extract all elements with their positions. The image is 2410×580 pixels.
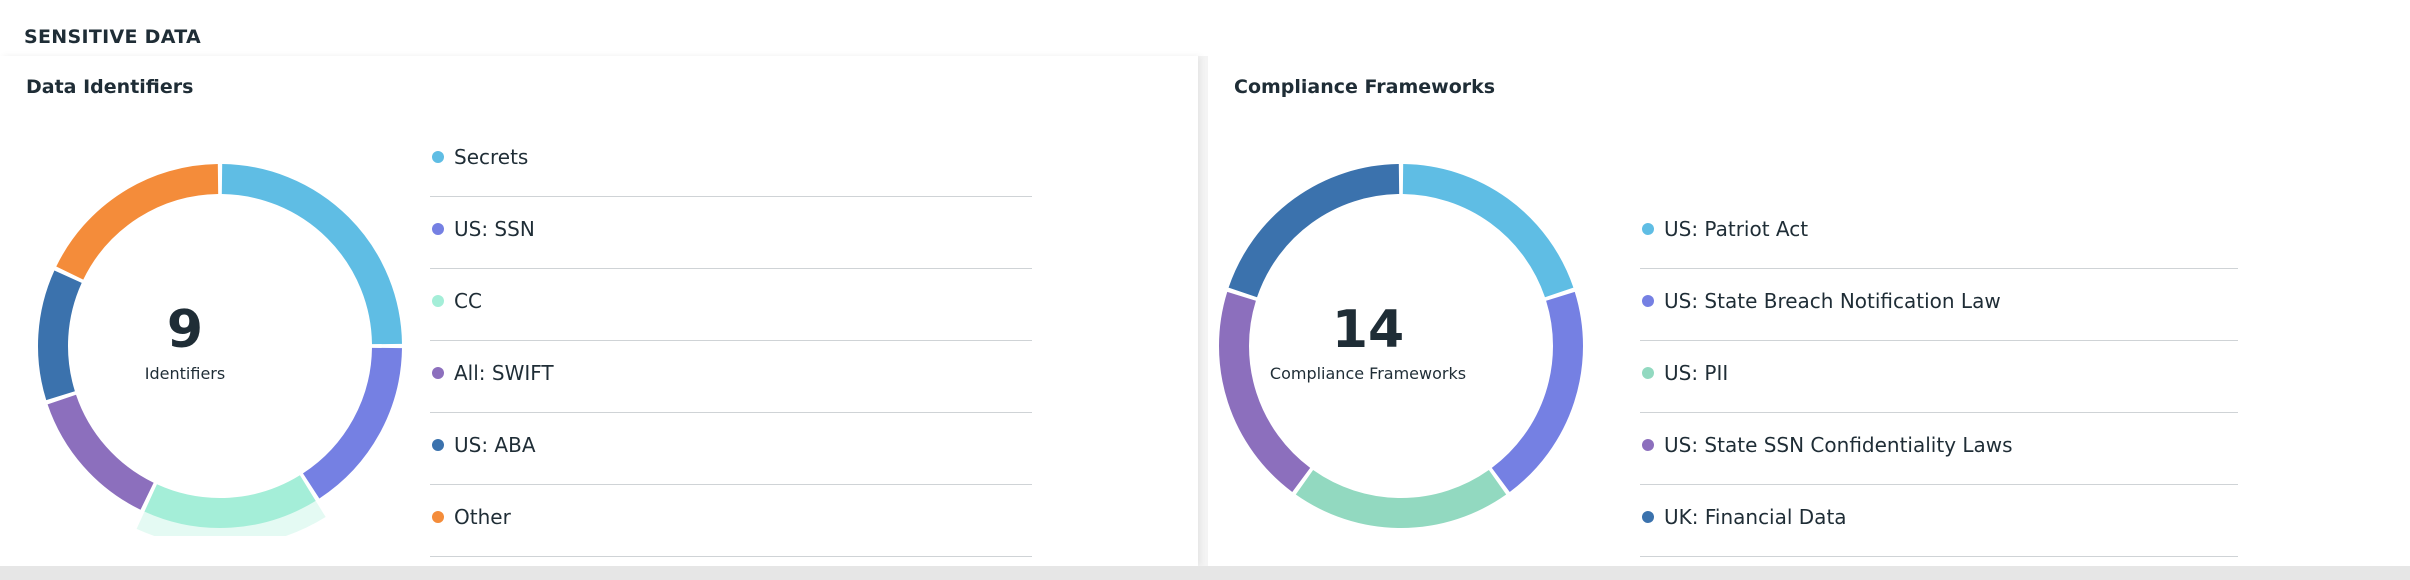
panel-title-compliance-frameworks: Compliance Frameworks <box>1234 76 1496 98</box>
bottom-divider <box>0 566 2410 580</box>
donut-segment-secrets[interactable] <box>221 164 402 345</box>
legend-label: Secrets <box>454 145 529 169</box>
legend-item-us-aba[interactable]: US: ABA <box>430 413 1032 485</box>
legend-item-secrets[interactable]: Secrets <box>430 125 1032 197</box>
legend-dot-icon <box>1642 439 1654 451</box>
legend-item-us-state-breach-notification-law[interactable]: US: State Breach Notification Law <box>1640 269 2238 341</box>
legend-label: US: ABA <box>454 433 536 457</box>
compliance-frameworks-donut-chart <box>1219 164 1583 528</box>
legend-dot-icon <box>432 511 444 523</box>
legend-item-cc[interactable]: CC <box>430 269 1032 341</box>
donut-segment-all-swift[interactable] <box>47 394 154 510</box>
legend-label: US: PII <box>1664 361 1729 385</box>
donut-segment-cc[interactable] <box>144 475 316 528</box>
donut-segment-other[interactable] <box>56 164 219 280</box>
legend-item-all-swift[interactable]: All: SWIFT <box>430 341 1032 413</box>
donut-segment-us-aba[interactable] <box>38 270 82 401</box>
donut-segment-us-state-breach-notification-law[interactable] <box>1491 291 1583 492</box>
section-title: SENSITIVE DATA <box>24 26 202 48</box>
legend-dot-icon <box>432 151 444 163</box>
legend-label: US: Patriot Act <box>1664 217 1809 241</box>
legend-item-us-state-ssn-confidentiality-laws[interactable]: US: State SSN Confidentiality Laws <box>1640 413 2238 485</box>
identifiers-count-label: Identifiers <box>144 364 226 383</box>
donut-segment-us-state-ssn-confidentiality-laws[interactable] <box>1219 291 1311 492</box>
legend-dot-icon <box>1642 367 1654 379</box>
donut-segment-us-pii[interactable] <box>1295 469 1507 528</box>
compliance-frameworks-legend: US: Patriot Act US: State Breach Notifica… <box>1640 197 2238 557</box>
legend-label: US: State Breach Notification Law <box>1664 289 2001 313</box>
legend-dot-icon <box>1642 511 1654 523</box>
panel-title-data-identifiers: Data Identifiers <box>26 76 194 98</box>
legend-label: US: State SSN Confidentiality Laws <box>1664 433 2013 457</box>
identifiers-count: 9 <box>166 300 204 360</box>
legend-item-us-patriot-act[interactable]: US: Patriot Act <box>1640 197 2238 269</box>
donut-segment-uk-financial-data[interactable] <box>1228 164 1400 298</box>
data-identifiers-panel: Data Identifiers 9 Identifiers Secrets US… <box>0 56 1198 566</box>
legend-dot-icon <box>432 295 444 307</box>
legend-label: All: SWIFT <box>454 361 554 385</box>
frameworks-count-label: Compliance Frameworks <box>1269 364 1467 383</box>
legend-item-other[interactable]: Other <box>430 485 1032 557</box>
legend-label: UK: Financial Data <box>1664 505 1847 529</box>
legend-dot-icon <box>432 223 444 235</box>
legend-dot-icon <box>432 367 444 379</box>
legend-item-uk-financial-data[interactable]: UK: Financial Data <box>1640 485 2238 557</box>
frameworks-count: 14 <box>1331 300 1405 360</box>
legend-label: US: SSN <box>454 217 535 241</box>
data-identifiers-legend: Secrets US: SSN CC All: SWIFT US: ABA Other <box>430 125 1032 557</box>
legend-label: Other <box>454 505 511 529</box>
donut-segment-us-patriot-act[interactable] <box>1402 164 1574 298</box>
section-header: SENSITIVE DATA <box>0 0 2410 56</box>
legend-label: CC <box>454 289 482 313</box>
compliance-frameworks-panel: Compliance Frameworks 14 Compliance Fram… <box>1208 56 2410 566</box>
legend-dot-icon <box>1642 295 1654 307</box>
legend-dot-icon <box>1642 223 1654 235</box>
donut-segment-us-ssn[interactable] <box>302 347 402 499</box>
legend-item-us-ssn[interactable]: US: SSN <box>430 197 1032 269</box>
data-identifiers-donut-chart <box>38 164 402 536</box>
legend-item-us-pii[interactable]: US: PII <box>1640 341 2238 413</box>
legend-dot-icon <box>432 439 444 451</box>
